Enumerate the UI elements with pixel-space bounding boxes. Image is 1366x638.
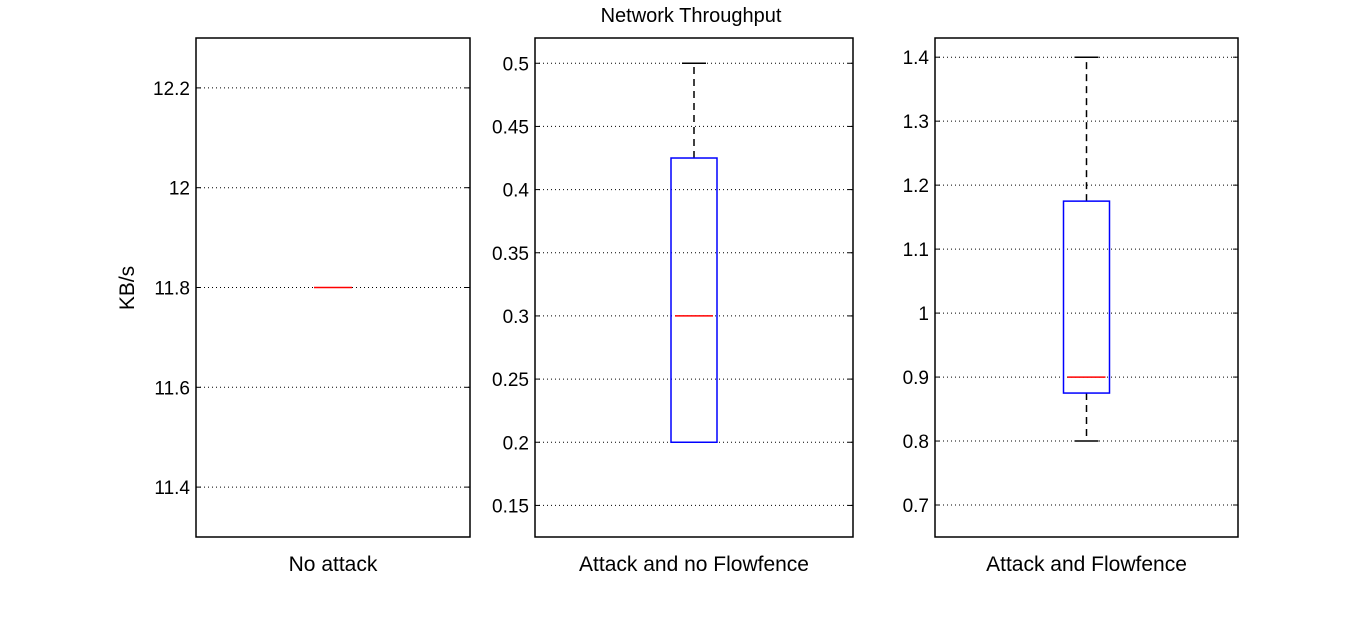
y-tick-label: 1.2 (903, 176, 929, 197)
axes-frame (195, 37, 471, 538)
y-tick-label: 12.2 (153, 79, 190, 100)
y-tick-label: 0.15 (492, 496, 529, 517)
y-tick-label: 0.4 (503, 181, 530, 202)
y-tick-label: 0.2 (503, 433, 529, 454)
y-tick-label: 0.35 (492, 244, 529, 265)
axes-frame (934, 37, 1239, 538)
iqr-box (670, 157, 718, 444)
y-tick-label: 0.25 (492, 370, 529, 391)
y-tick-label: 0.7 (903, 496, 929, 517)
y-tick-label: 1.1 (903, 240, 929, 261)
axes-frame (534, 37, 854, 538)
y-tick-label: 1 (918, 304, 929, 325)
x-category-label: No attack (289, 553, 378, 576)
y-tick-label: 12 (169, 179, 190, 200)
y-tick-label: 11.6 (154, 378, 190, 399)
y-tick-label: 0.45 (492, 117, 529, 138)
y-tick-label: 0.3 (503, 307, 529, 328)
y-tick-label: 1.3 (903, 112, 929, 133)
y-tick-label: 11.8 (154, 279, 190, 300)
y-axis-label: KB/s (116, 266, 139, 310)
y-tick-label: 0.5 (503, 54, 529, 75)
x-category-label: Attack and no Flowfence (579, 553, 809, 576)
chart-title: Network Throughput (601, 5, 782, 27)
x-category-label: Attack and Flowfence (986, 553, 1187, 576)
y-tick-label: 1.4 (903, 48, 930, 69)
iqr-box (1062, 200, 1111, 394)
y-tick-label: 0.9 (903, 368, 929, 389)
y-tick-label: 0.8 (903, 432, 929, 453)
y-tick-label: 11.4 (154, 478, 190, 499)
